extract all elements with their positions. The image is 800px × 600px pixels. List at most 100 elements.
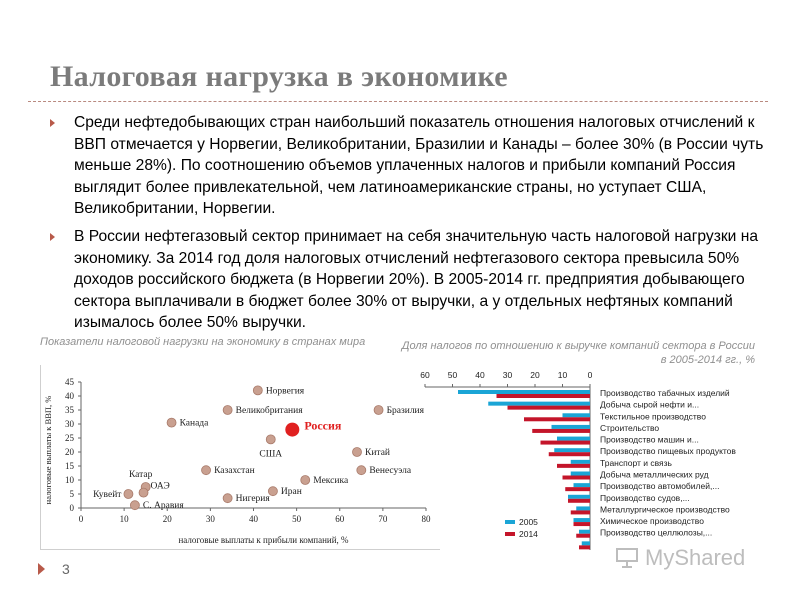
x-tick-label: 40 <box>475 370 485 380</box>
presentation-icon <box>616 548 638 568</box>
bar <box>458 390 590 394</box>
category-label: Строительство <box>600 423 659 433</box>
y-tick-label: 35 <box>65 405 75 415</box>
bar <box>496 394 590 398</box>
category-label: Производство табачных изделий <box>600 388 730 398</box>
bar <box>565 487 590 492</box>
x-tick-label: 0 <box>79 514 84 524</box>
y-tick-label: 40 <box>65 391 75 401</box>
category-label: Производство пищевых продуктов <box>600 446 736 456</box>
bar <box>524 417 590 422</box>
data-point-label: Венесуэла <box>369 466 412 476</box>
bar <box>570 510 590 515</box>
bullet-item: Среди нефтедобывающих стран наибольший п… <box>50 112 770 220</box>
x-tick-label: 70 <box>378 514 388 524</box>
watermark: MyShared <box>615 543 765 573</box>
bar-chart: 60 50 40 30 20 10 0 Производство табачных издел… <box>420 370 736 550</box>
x-tick-label: 40 <box>249 514 259 524</box>
data-point-highlight <box>285 422 300 437</box>
data-point <box>356 465 367 476</box>
bar-caption: Доля налогов по отношению к выручке комп… <box>401 340 755 366</box>
slide-title: Налоговая нагрузка в экономике <box>50 60 508 93</box>
bar <box>507 405 590 410</box>
y-tick-label: 5 <box>70 489 75 499</box>
x-tick-label: 60 <box>420 370 430 380</box>
bar <box>568 494 590 499</box>
bar <box>554 448 590 453</box>
data-point-label: США <box>259 449 282 459</box>
data-point <box>265 434 276 445</box>
bullet-text: Среди нефтедобывающих стран наибольший п… <box>74 114 764 218</box>
y-axis-title: налоговые выплаты к ВВП, % <box>43 396 53 505</box>
title-divider <box>28 101 768 102</box>
category-label: Производство машин и... <box>600 435 699 445</box>
bar <box>568 498 590 503</box>
data-point-label: Китай <box>365 447 390 458</box>
data-point-label: Кувейт <box>93 489 122 500</box>
bullet-text: В России нефтегазовый сектор принимает н… <box>74 227 758 332</box>
watermark-text: MyShared <box>645 545 746 570</box>
bar <box>562 475 590 480</box>
bar <box>557 436 590 441</box>
y-tick-label: 30 <box>65 419 75 429</box>
y-tick-label: 10 <box>65 475 75 485</box>
category-label: Добыча сырой нефти и... <box>600 400 699 410</box>
bar <box>488 401 590 406</box>
data-point <box>373 405 384 415</box>
y-tick-label: 25 <box>65 433 75 443</box>
data-point <box>222 405 233 415</box>
x-tick-label: 20 <box>163 514 173 524</box>
bar <box>573 518 590 523</box>
bullet-list: Среди нефтедобывающих стран наибольший п… <box>50 112 770 340</box>
category-label: Производство автомобилей,... <box>600 481 719 491</box>
x-tick-label: 30 <box>503 370 513 380</box>
bar <box>573 522 590 527</box>
bar <box>576 533 590 538</box>
data-point-label: Канада <box>180 419 210 429</box>
data-point <box>123 489 134 499</box>
scatter-chart: 0 5 10 15 20 25 30 35 40 45 0 10 20 30 40 50 60 70 80 налог… <box>43 377 432 545</box>
data-point-label: Великобритания <box>236 405 304 416</box>
bar <box>573 483 590 488</box>
data-point <box>352 447 362 457</box>
data-point <box>130 500 140 511</box>
category-label: Текстильное производство <box>600 411 706 421</box>
x-axis-title: налоговые выплаты к прибыли компаний, % <box>178 535 349 545</box>
bar <box>540 440 590 445</box>
data-point <box>300 475 311 485</box>
data-point <box>138 487 149 498</box>
legend-label: 2005 <box>519 517 538 527</box>
bar <box>570 459 590 464</box>
x-tick-label: 20 <box>530 370 540 380</box>
data-point-label: Казахстан <box>214 466 255 476</box>
bar <box>579 545 590 550</box>
legend-swatch <box>505 520 515 524</box>
category-label: Химическое производство <box>600 516 704 526</box>
data-point <box>268 486 278 497</box>
bullet-item: В России нефтегазовый сектор принимает н… <box>50 226 770 334</box>
data-point <box>252 385 263 396</box>
x-tick-label: 50 <box>448 370 458 380</box>
x-tick-label: 10 <box>558 370 568 380</box>
data-point-label: Россия <box>304 419 342 433</box>
bullet-arrow-icon <box>50 232 55 241</box>
bar <box>562 413 590 418</box>
data-point-label: Норвегия <box>266 386 305 396</box>
legend-swatch <box>505 532 515 536</box>
category-label: Добыча металлических руд <box>600 470 709 480</box>
bar <box>532 428 590 433</box>
x-tick-label: 50 <box>292 514 302 524</box>
bar <box>557 463 590 468</box>
category-label: Транспорт и связь <box>600 458 673 468</box>
scatter-caption: Показатели налоговой нагрузки на экономи… <box>40 336 366 348</box>
bar <box>581 541 590 546</box>
x-tick-label: 30 <box>206 514 216 524</box>
data-point-label: Мексика <box>313 476 349 486</box>
data-point-label: Иран <box>281 487 302 497</box>
x-tick-label: 80 <box>422 514 432 524</box>
x-tick-label: 0 <box>588 370 593 380</box>
data-point-label: С. Аравия <box>143 501 184 511</box>
data-point-label: Нигерия <box>236 494 271 504</box>
data-point <box>222 493 233 504</box>
bullet-arrow-icon <box>50 119 55 127</box>
